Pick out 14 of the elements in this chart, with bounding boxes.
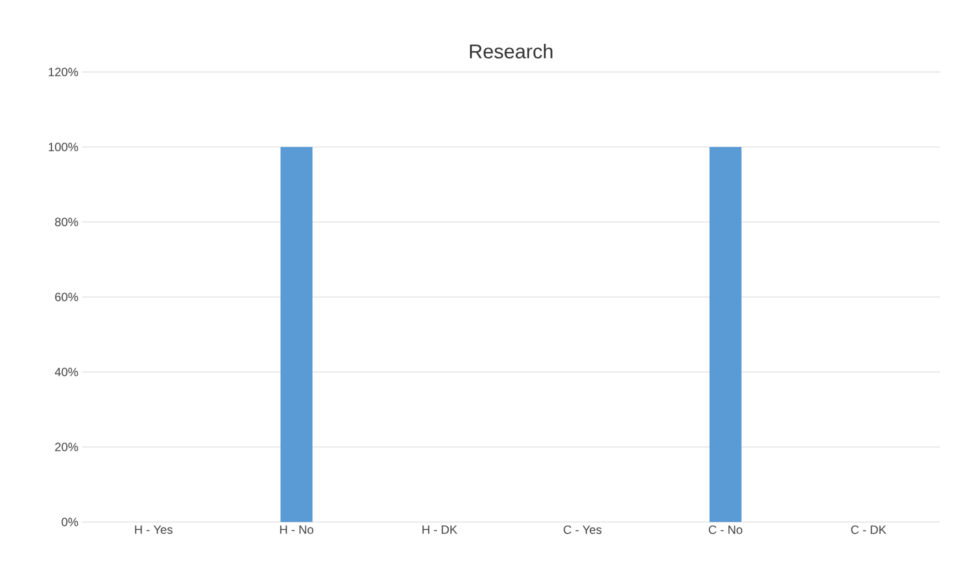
y-tick-label: 0%: [62, 518, 78, 526]
y-tick-label: 80%: [55, 218, 78, 226]
y-tick-label: 20%: [55, 442, 78, 452]
x-tick-label: C - DK: [851, 526, 886, 534]
y-tick-label: 40%: [54, 368, 78, 376]
y-tick-label: 100%: [48, 142, 78, 152]
x-tick-label: H - No: [280, 526, 314, 534]
y-tick-label: 120%: [48, 68, 78, 76]
y-tick-label: 60%: [55, 292, 78, 302]
x-tick-label: H - Yes: [135, 526, 172, 534]
x-tick-label: C - Yes: [564, 526, 602, 534]
x-tick-label: C - No: [708, 526, 742, 534]
x-tick-label: H - DK: [422, 526, 458, 534]
chart-title: Research: [470, 44, 552, 58]
